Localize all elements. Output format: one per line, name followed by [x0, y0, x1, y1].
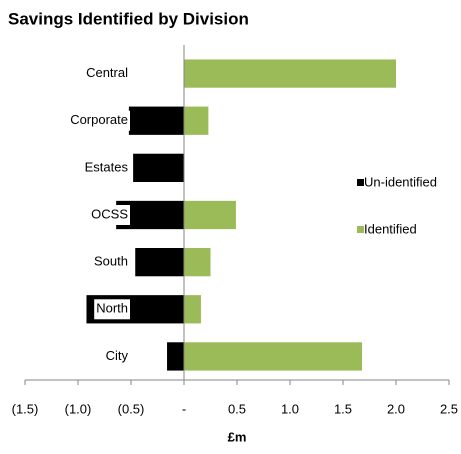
x-tick-label: 2.5	[440, 401, 458, 416]
y-tick-label: Estates	[85, 159, 129, 174]
label-background	[82, 157, 130, 178]
bar	[184, 342, 363, 371]
legend-label: Identified	[364, 221, 417, 236]
bar	[128, 106, 184, 135]
y-tick-label: City	[106, 348, 129, 363]
bar	[184, 106, 209, 135]
label-background	[103, 346, 130, 367]
x-tick-label: (1.0)	[65, 401, 92, 416]
y-tick-label: OCSS	[91, 206, 128, 221]
bar	[184, 248, 211, 277]
label-background	[84, 63, 130, 84]
bar	[184, 200, 236, 230]
x-tick-label: (1.5)	[12, 401, 39, 416]
x-tick-label: 1.5	[334, 401, 352, 416]
bar	[184, 295, 201, 324]
x-tick-label: 2.0	[387, 401, 405, 416]
y-tick-label: Corporate	[70, 112, 128, 127]
legend-swatch	[357, 226, 364, 233]
chart-title: Savings Identified by Division	[8, 9, 249, 28]
label-background	[68, 110, 130, 131]
x-tick-label: 1.0	[281, 401, 299, 416]
legend-swatch	[357, 179, 364, 186]
y-tick-label: Central	[86, 65, 128, 80]
y-tick-label: South	[94, 254, 128, 269]
label-background	[92, 252, 130, 273]
label-background	[94, 299, 130, 320]
x-tick-label: -	[182, 401, 186, 416]
legend-label: Un-identified	[364, 174, 437, 189]
bar	[133, 153, 184, 182]
y-tick-label: North	[96, 301, 128, 316]
bar	[184, 59, 396, 88]
x-tick-label: 0.5	[228, 401, 246, 416]
bar	[135, 248, 184, 277]
label-background	[89, 205, 130, 225]
bar	[167, 342, 184, 371]
x-axis-label: £m	[228, 429, 247, 444]
x-tick-label: (0.5)	[118, 401, 145, 416]
